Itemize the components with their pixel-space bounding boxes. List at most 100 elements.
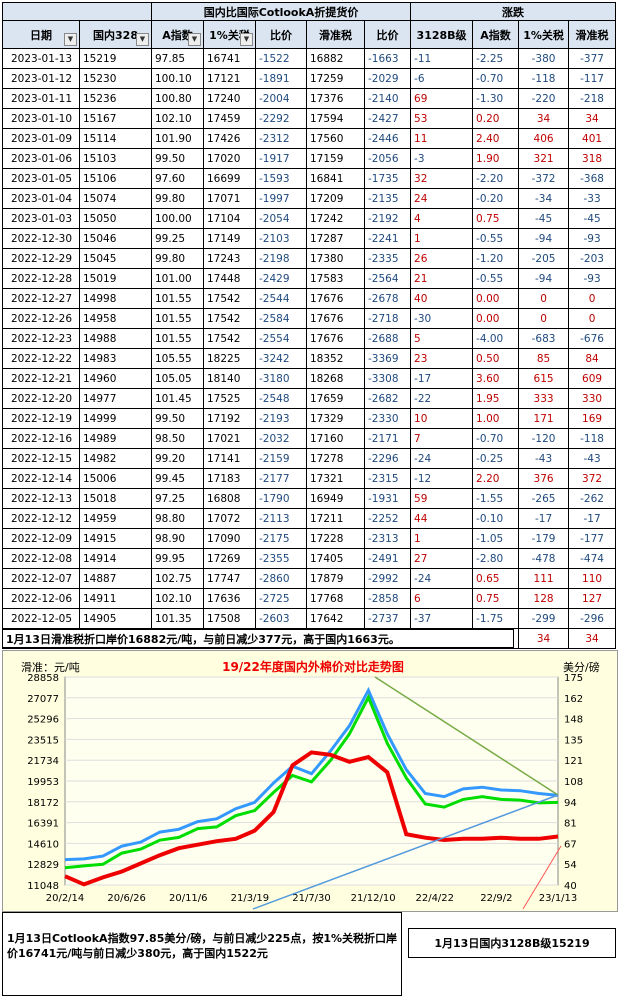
table-cell: 18225 [203, 348, 256, 369]
table-cell: -1.30 [472, 88, 520, 109]
table-cell: 17321 [306, 468, 365, 489]
table-cell: 2022-12-19 [2, 408, 80, 429]
table-cell: -1.75 [472, 608, 520, 629]
table-cell: -0.55 [472, 268, 520, 289]
table-cell: 14983 [79, 348, 152, 369]
table-cell: 99.45 [151, 468, 204, 489]
table-row: 2022-12-30 15046 99.25 17149 -2103 17287 -2241… [2, 228, 617, 249]
x-tick-label: 23/1/13 [539, 893, 578, 904]
table-cell: 14982 [79, 448, 152, 469]
table-cell: -2192 [363, 208, 412, 229]
table-cell: 5 [410, 328, 474, 349]
y-right-tick-label: 54 [564, 860, 577, 871]
y-left-tick-label: 18172 [27, 798, 59, 809]
table-cell: 318 [568, 148, 617, 169]
cotlook-note: 1月13日CotlookA指数97.85美分/磅，与前日减少225点，按1%关税… [2, 912, 402, 996]
table-row: 2022-12-20 14977 101.45 17525 -2548 17659 -268… [2, 388, 617, 409]
table-cell: 3.60 [472, 368, 520, 389]
table-cell: 17278 [306, 448, 365, 469]
table-cell: -2554 [255, 328, 307, 349]
filter-dropdown-icon[interactable]: ▼ [240, 33, 253, 46]
table-cell: 1.95 [472, 388, 520, 409]
table-cell: -30 [410, 308, 474, 329]
table-cell: 0.65 [472, 568, 520, 589]
table-cell: 32 [410, 168, 474, 189]
table-cell: 16949 [306, 488, 365, 509]
table-cell: 401 [568, 128, 617, 149]
table-cell: 2022-12-14 [2, 468, 80, 489]
table-cell: -17 [568, 508, 617, 529]
table-cell: 2023-01-03 [2, 208, 80, 229]
table-cell: 330 [568, 388, 617, 409]
column-header-label: 比价 [376, 28, 399, 42]
table-cell: 1 [410, 228, 474, 249]
table-cell: -2427 [363, 108, 412, 129]
y-right-tick-label: 67 [564, 839, 577, 850]
table-cell: -2056 [363, 148, 412, 169]
table-cell: 97.25 [151, 488, 204, 509]
table-cell: 17121 [203, 68, 256, 89]
table-cell: -3 [410, 148, 474, 169]
table-cell: 14960 [79, 368, 152, 389]
column-header-5: 滑准税 [306, 20, 365, 49]
y-left-tick-label: 21734 [27, 756, 59, 767]
table-cell: -1.05 [472, 528, 520, 549]
table-cell: -12 [410, 468, 474, 489]
table-cell: 102.10 [151, 588, 204, 609]
table-cell: 101.55 [151, 288, 204, 309]
y-left-tick-label: 25296 [27, 715, 59, 726]
table-row: 2022-12-28 15019 101.00 17448 -2429 17583 -256… [2, 268, 617, 289]
y-right-tick-label: 40 [564, 881, 577, 892]
table-cell: 0 [568, 288, 617, 309]
table-cell: 17211 [306, 508, 365, 529]
table-cell: 105.55 [151, 348, 204, 369]
table-cell: 101.55 [151, 328, 204, 349]
table-cell: -205 [518, 248, 570, 269]
table-cell: 0.75 [472, 208, 520, 229]
table-cell: 16808 [203, 488, 256, 509]
filter-dropdown-icon[interactable]: ▼ [188, 33, 201, 46]
table-cell: 100.10 [151, 68, 204, 89]
table-cell: 14958 [79, 308, 152, 329]
filter-dropdown-icon[interactable]: ▼ [64, 33, 77, 46]
table-row: 2022-12-16 14989 98.50 17021 -2032 17160 -2171… [2, 428, 617, 449]
table-cell: -0.70 [472, 428, 520, 449]
table-cell: 16741 [203, 48, 256, 69]
table-cell: -94 [518, 268, 570, 289]
filter-dropdown-icon[interactable]: ▼ [136, 33, 149, 46]
table-cell: 34 [568, 108, 617, 129]
table-cell: 321 [518, 148, 570, 169]
table-cell: 15046 [79, 228, 152, 249]
column-header-7: 3128B级 [410, 20, 474, 49]
table-cell: 2022-12-07 [2, 568, 80, 589]
table-cell: -1790 [255, 488, 307, 509]
column-header-label: 3128B级 [416, 28, 467, 42]
table-cell: -118 [518, 68, 570, 89]
table-cell: -2113 [255, 508, 307, 529]
table-cell: -2584 [255, 308, 307, 329]
y-left-tick-label: 16391 [27, 819, 59, 830]
table-cell: 111 [518, 568, 570, 589]
table-cell: 1.00 [472, 408, 520, 429]
table-cell: 17636 [203, 588, 256, 609]
table-cell: 17583 [306, 268, 365, 289]
column-header-label: 滑准税 [319, 28, 352, 42]
y-left-tick-label: 28858 [27, 673, 59, 684]
table-cell: 17192 [203, 408, 256, 429]
table-cell: -2491 [363, 548, 412, 569]
table-cell: 2023-01-05 [2, 168, 80, 189]
table-cell: 2022-12-13 [2, 488, 80, 509]
table-cell: -2193 [255, 408, 307, 429]
y-left-axis-label: 滑准：元/吨 [21, 661, 80, 674]
table-cell: 16841 [306, 168, 365, 189]
table-cell: 21 [410, 268, 474, 289]
column-header-label: 1%关税 [523, 28, 564, 42]
table-row: 2022-12-08 14914 99.95 17269 -2355 17405 -2491… [2, 548, 617, 569]
table-cell: -3242 [255, 348, 307, 369]
y-right-axis-label: 美分/磅 [563, 660, 600, 674]
table-cell: -3180 [255, 368, 307, 389]
table-cell: -1735 [363, 168, 412, 189]
table-row: 2022-12-27 14998 101.55 17542 -2544 17676 -267… [2, 288, 617, 309]
table-cell: 40 [410, 288, 474, 309]
table-cell: 333 [518, 388, 570, 409]
